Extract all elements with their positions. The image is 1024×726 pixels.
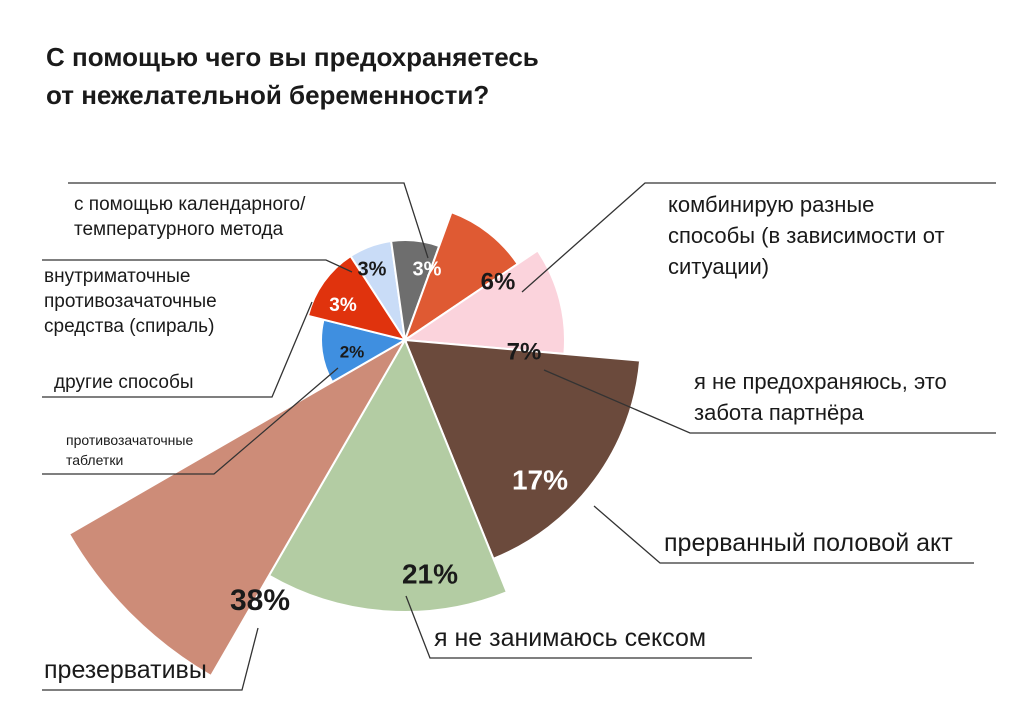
label-calendar-2: температурного метода <box>74 219 284 240</box>
leader-lines <box>42 182 996 691</box>
leader-withdrawal <box>593 505 974 564</box>
pct-partner: 7% <box>507 338 542 365</box>
pct-nosex: 21% <box>402 558 458 589</box>
slice-withdrawal <box>403 338 642 561</box>
pct-combine: 6% <box>481 268 516 295</box>
label-iud-2: противозачаточные <box>44 291 217 312</box>
pct-condoms: 38% <box>230 584 290 617</box>
label-pills-2: таблетки <box>66 452 123 468</box>
label-combine-2: способы (в зависимости от <box>668 223 945 248</box>
leader-pills <box>42 367 339 475</box>
leader-condoms <box>42 627 259 691</box>
slice-combine <box>403 210 520 343</box>
label-condoms: презервативы <box>44 656 207 684</box>
pct-calendar: 3% <box>358 258 387 280</box>
label-calendar-1: с помощью календарного/ <box>74 194 306 215</box>
label-nosex: я не занимаюсь сексом <box>434 624 706 652</box>
label-pills-1: противозачаточные <box>66 432 193 448</box>
pct-other: 2% <box>340 342 365 361</box>
label-combine-1: комбинирую разные <box>668 192 874 217</box>
slice-labels: с помощью календарного/ температурного м… <box>44 192 953 684</box>
leader-combine <box>521 182 996 293</box>
leader-iud <box>42 259 353 273</box>
leader-calendar <box>68 182 429 259</box>
slice-partner <box>402 249 566 355</box>
pct-withdrawal: 17% <box>512 464 568 495</box>
label-withdrawal: прерванный половой акт <box>664 529 953 557</box>
leader-nosex <box>405 595 752 659</box>
label-other: другие способы <box>54 372 194 393</box>
label-iud-3: средства (спираль) <box>44 316 214 337</box>
slice-condoms <box>67 337 408 678</box>
label-combine-3: ситуации) <box>668 254 769 279</box>
label-partner-2: забота партнёра <box>694 400 864 425</box>
percent-labels: 3% 3% 6% 7% 17% 21% 38% 2% 3% <box>230 258 568 617</box>
slice-nosex <box>267 337 509 613</box>
pie-slices <box>67 210 642 678</box>
slice-iud <box>306 254 408 342</box>
leader-partner <box>543 369 996 434</box>
label-partner-1: я не предохраняюсь, это <box>694 369 947 394</box>
pct-iud: 3% <box>329 295 357 316</box>
label-iud-1: внутриматочные <box>44 266 190 287</box>
chart-title-line2: от нежелательной беременности? <box>46 80 489 110</box>
chart-title-line1: С помощью чего вы предохраняетесь <box>46 42 539 72</box>
pct-gray: 3% <box>413 258 442 280</box>
leader-other <box>42 301 313 398</box>
